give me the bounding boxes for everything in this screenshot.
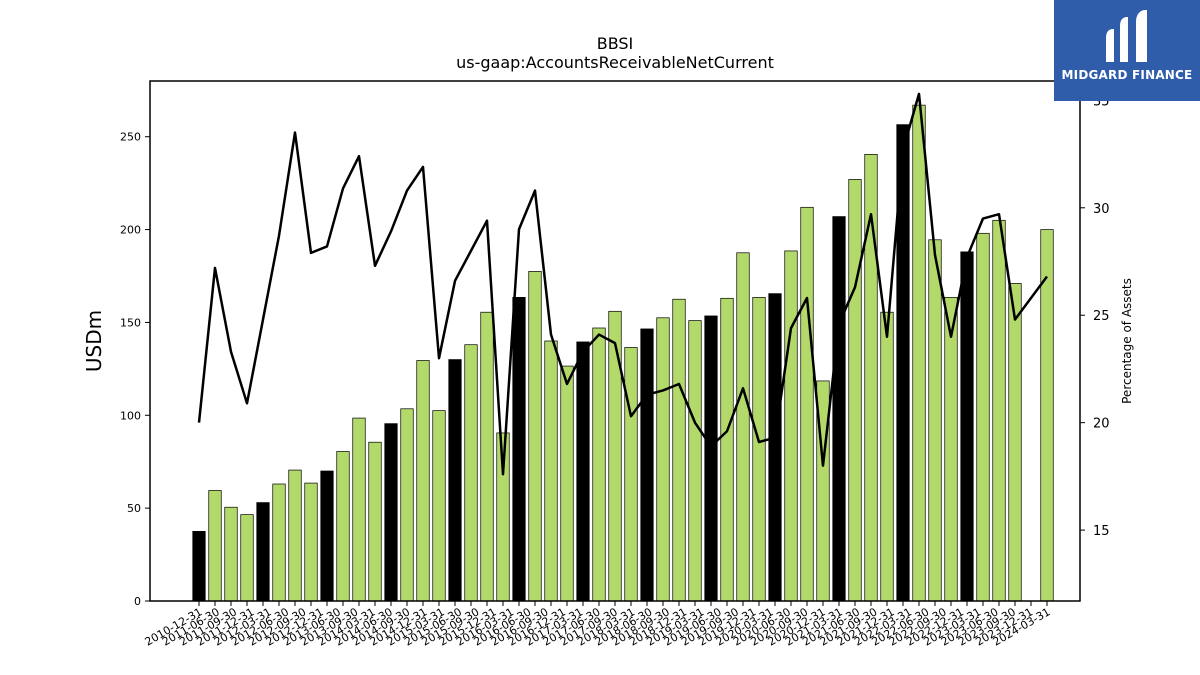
bar-2017-06-30 <box>608 310 622 602</box>
y2-tick-label-20: 20 <box>1093 417 1110 432</box>
bar-2011-06-30 <box>224 506 238 602</box>
y-tick-label-200: 200 <box>120 224 141 237</box>
y-tick-label-100: 100 <box>120 409 141 422</box>
bar-2016-09-30 <box>560 365 574 602</box>
bar-2014-12-31 <box>448 359 462 602</box>
bar-2020-06-30 <box>800 206 814 602</box>
bar-2015-03-31 <box>464 344 478 602</box>
bar-2012-09-30 <box>304 482 318 602</box>
bar-2017-03-31 <box>592 327 606 602</box>
y-axis-label: USDm <box>82 310 106 372</box>
chart-title: BBSI <box>597 34 634 53</box>
bar-2019-12-31 <box>768 293 782 602</box>
bar-2022-09-30 <box>944 297 958 602</box>
bar-2023-09-30 <box>1008 283 1022 602</box>
bar-2019-06-30 <box>736 252 750 602</box>
bar-2011-12-31 <box>256 502 270 602</box>
bar-2017-12-31 <box>640 328 654 602</box>
y2-tick-label-25: 25 <box>1093 309 1110 324</box>
line-layer <box>197 92 1049 476</box>
bar-2022-06-30 <box>928 239 942 602</box>
bar-2018-06-30 <box>672 298 686 602</box>
y-tick-label-50: 50 <box>127 502 141 515</box>
bar-2020-12-31 <box>832 216 846 602</box>
y-axis-left: 0 50 100 150 200 250 <box>120 131 150 608</box>
bar-2018-09-30 <box>688 320 702 602</box>
bar-2012-03-31 <box>272 483 286 602</box>
y2-tick-label-30: 30 <box>1093 202 1110 217</box>
bar-2022-12-31 <box>960 251 974 602</box>
midgard-logo-icon <box>1106 10 1147 62</box>
bar-2015-12-31 <box>512 297 526 602</box>
bar-2019-09-30 <box>752 297 766 602</box>
bar-2017-09-30 <box>624 347 638 602</box>
bar-2014-06-30 <box>416 360 430 602</box>
bar-2012-12-31 <box>320 470 334 602</box>
bar-2013-12-31 <box>384 423 398 602</box>
bar-2011-09-30 <box>240 514 254 602</box>
bar-2019-03-31 <box>720 297 734 602</box>
y-tick-label-0: 0 <box>134 595 141 608</box>
bar-2011-03-31 <box>208 490 222 602</box>
bar-2022-03-31 <box>912 104 926 602</box>
bar-2013-09-30 <box>368 441 382 602</box>
bar-2014-03-31 <box>400 408 414 602</box>
y-tick-label-250: 250 <box>120 131 141 144</box>
bars-layer <box>192 104 1054 602</box>
bar-2014-09-30 <box>432 410 446 602</box>
y2-tick-label-15: 15 <box>1093 524 1110 539</box>
y-tick-label-150: 150 <box>120 316 141 329</box>
bar-2013-06-30 <box>352 417 366 602</box>
bar-2016-12-31 <box>576 341 590 602</box>
y2-axis-label: Percentage of Assets <box>1120 278 1134 404</box>
bar-2016-06-30 <box>544 340 558 602</box>
bar-2016-03-31 <box>528 271 542 602</box>
bar-2021-03-31 <box>848 179 862 602</box>
bar-2012-06-30 <box>288 469 302 602</box>
x-axis: 2010-12-312011-06-302011-09-302011-12-31… <box>143 601 1053 649</box>
logo-text: MIDGARD FINANCE <box>1061 68 1193 82</box>
bar-2010-12-31 <box>192 531 206 602</box>
bar-2018-03-31 <box>656 317 670 602</box>
bar-2023-06-30 <box>992 219 1006 602</box>
series-line-percentage <box>197 92 1049 476</box>
bar-2023-03-31 <box>976 232 990 602</box>
bar-2020-03-31 <box>784 250 798 602</box>
brand-logo: MIDGARD FINANCE <box>1054 0 1200 101</box>
bar-2021-09-30 <box>880 311 894 602</box>
chart-subtitle: us-gaap:AccountsReceivableNetCurrent <box>456 53 774 72</box>
bar-2018-12-31 <box>704 315 718 602</box>
bar-2013-03-31 <box>336 451 350 602</box>
bar-2024-03-31 <box>1040 229 1054 602</box>
bar-2015-06-30 <box>480 311 494 602</box>
